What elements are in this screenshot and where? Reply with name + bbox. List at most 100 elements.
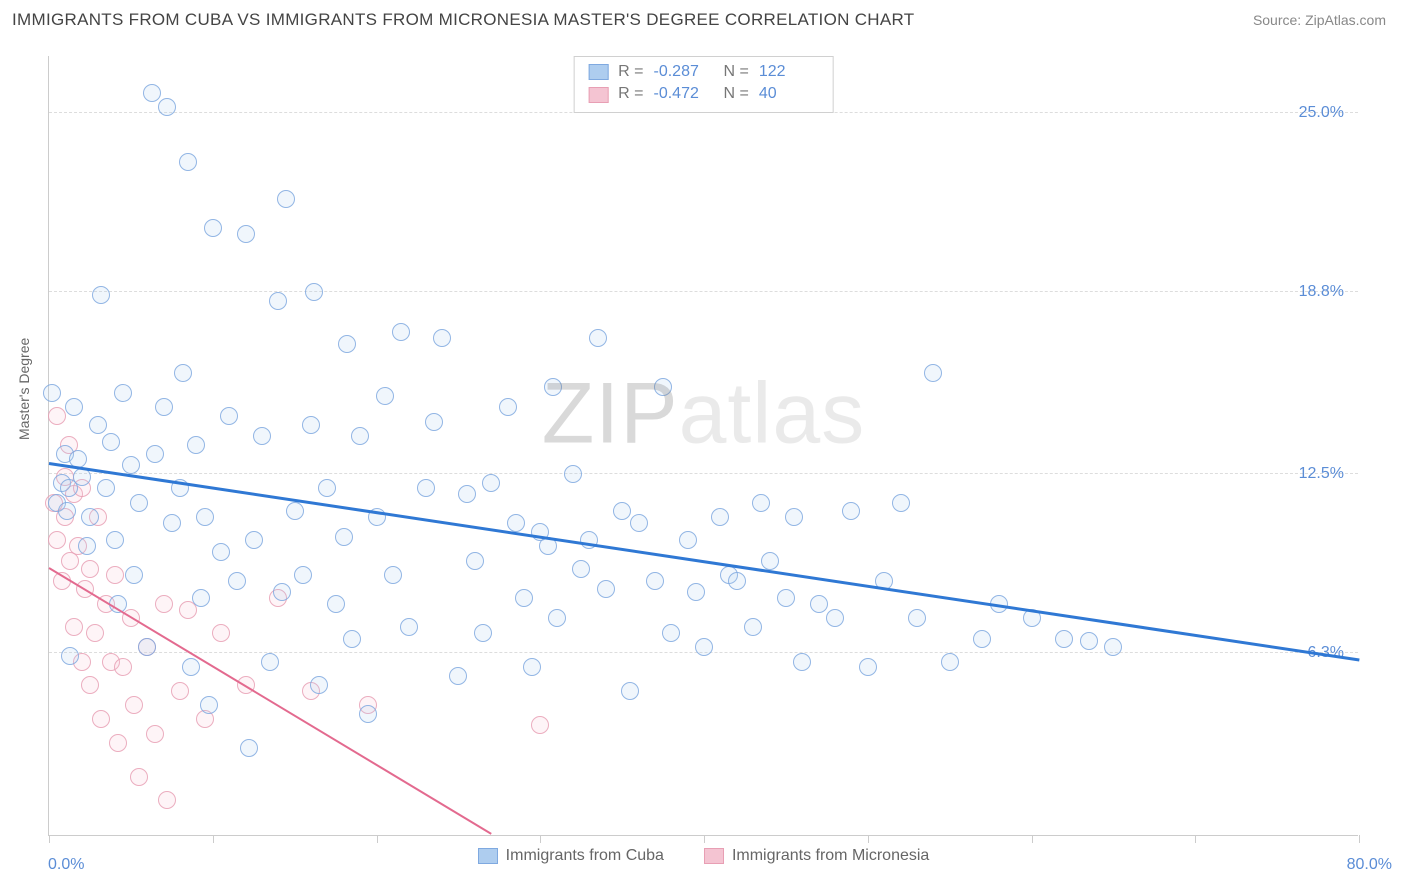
micronesia-point: [146, 725, 164, 743]
cuba-point: [310, 676, 328, 694]
cuba-point: [130, 494, 148, 512]
n-label: N =: [724, 83, 749, 105]
cuba-point: [499, 398, 517, 416]
cuba-point: [106, 531, 124, 549]
cuba-point: [474, 624, 492, 642]
cuba-point: [146, 445, 164, 463]
chart-title: IMMIGRANTS FROM CUBA VS IMMIGRANTS FROM …: [12, 10, 914, 30]
cuba-point: [793, 653, 811, 671]
micronesia-point: [92, 710, 110, 728]
cuba-point: [695, 638, 713, 656]
legend-label-micronesia: Immigrants from Micronesia: [732, 847, 929, 865]
cuba-point: [187, 436, 205, 454]
micronesia-point: [65, 618, 83, 636]
cuba-point: [359, 705, 377, 723]
swatch-cuba: [478, 848, 498, 864]
x-axis-max: 80.0%: [1347, 856, 1392, 874]
micronesia-point: [109, 734, 127, 752]
micronesia-point: [531, 716, 549, 734]
cuba-point: [163, 514, 181, 532]
cuba-point: [449, 667, 467, 685]
cuba-point: [182, 658, 200, 676]
cuba-point: [761, 552, 779, 570]
cuba-point: [544, 378, 562, 396]
cuba-point: [302, 416, 320, 434]
cuba-point: [507, 514, 525, 532]
cuba-point: [114, 384, 132, 402]
legend-label-cuba: Immigrants from Cuba: [506, 847, 664, 865]
cuba-point: [376, 387, 394, 405]
chart-header: IMMIGRANTS FROM CUBA VS IMMIGRANTS FROM …: [0, 0, 1406, 36]
micronesia-point: [155, 595, 173, 613]
cuba-point: [196, 508, 214, 526]
cuba-point: [630, 514, 648, 532]
micronesia-point: [212, 624, 230, 642]
cuba-point: [89, 416, 107, 434]
cuba-point: [785, 508, 803, 526]
cuba-point: [338, 335, 356, 353]
source-attribution: Source: ZipAtlas.com: [1253, 12, 1386, 28]
cuba-point: [269, 292, 287, 310]
cuba-point: [228, 572, 246, 590]
cuba-point: [433, 329, 451, 347]
cuba-point: [842, 502, 860, 520]
cuba-point: [826, 609, 844, 627]
cuba-point: [728, 572, 746, 590]
cuba-point: [892, 494, 910, 512]
micronesia-point: [130, 768, 148, 786]
cuba-point: [351, 427, 369, 445]
micronesia-point: [81, 676, 99, 694]
cuba-point: [158, 98, 176, 116]
cuba-point: [58, 502, 76, 520]
cuba-point: [65, 398, 83, 416]
micronesia-point: [125, 696, 143, 714]
cuba-point: [97, 479, 115, 497]
cuba-point: [400, 618, 418, 636]
cuba-point: [318, 479, 336, 497]
cuba-point: [343, 630, 361, 648]
legend-row-micronesia: R = -0.472 N = 40: [588, 83, 819, 105]
x-axis-min: 0.0%: [48, 856, 84, 874]
cuba-point: [237, 225, 255, 243]
cuba-point: [102, 433, 120, 451]
cuba-point: [327, 595, 345, 613]
micronesia-point: [48, 407, 66, 425]
n-value-micronesia: 40: [759, 83, 819, 105]
cuba-point: [61, 647, 79, 665]
cuba-point: [174, 364, 192, 382]
micronesia-point: [171, 682, 189, 700]
cuba-point: [523, 658, 541, 676]
r-label: R =: [618, 83, 643, 105]
r-label: R =: [618, 61, 643, 83]
cuba-point: [294, 566, 312, 584]
micronesia-point: [158, 791, 176, 809]
cuba-point: [482, 474, 500, 492]
cuba-point: [81, 508, 99, 526]
x-tick: [1195, 835, 1196, 843]
cuba-point: [43, 384, 61, 402]
cuba-point: [908, 609, 926, 627]
cuba-point: [621, 682, 639, 700]
cuba-point: [286, 502, 304, 520]
x-tick: [868, 835, 869, 843]
cuba-point: [810, 595, 828, 613]
cuba-point: [425, 413, 443, 431]
r-value-micronesia: -0.472: [654, 83, 714, 105]
y-tick-label: 18.8%: [1299, 283, 1344, 301]
cuba-point: [392, 323, 410, 341]
cuba-point: [515, 589, 533, 607]
n-label: N =: [724, 61, 749, 83]
cuba-point: [1080, 632, 1098, 650]
cuba-point: [143, 84, 161, 102]
legend-item-micronesia: Immigrants from Micronesia: [704, 847, 929, 865]
y-tick-label: 25.0%: [1299, 104, 1344, 122]
y-axis-label: Master's Degree: [16, 338, 32, 440]
cuba-point: [1055, 630, 1073, 648]
micronesia-point: [114, 658, 132, 676]
cuba-point: [744, 618, 762, 636]
x-tick: [49, 835, 50, 843]
cuba-point: [572, 560, 590, 578]
watermark: ZIPatlas: [542, 365, 865, 464]
cuba-point: [548, 609, 566, 627]
micronesia-point: [48, 531, 66, 549]
